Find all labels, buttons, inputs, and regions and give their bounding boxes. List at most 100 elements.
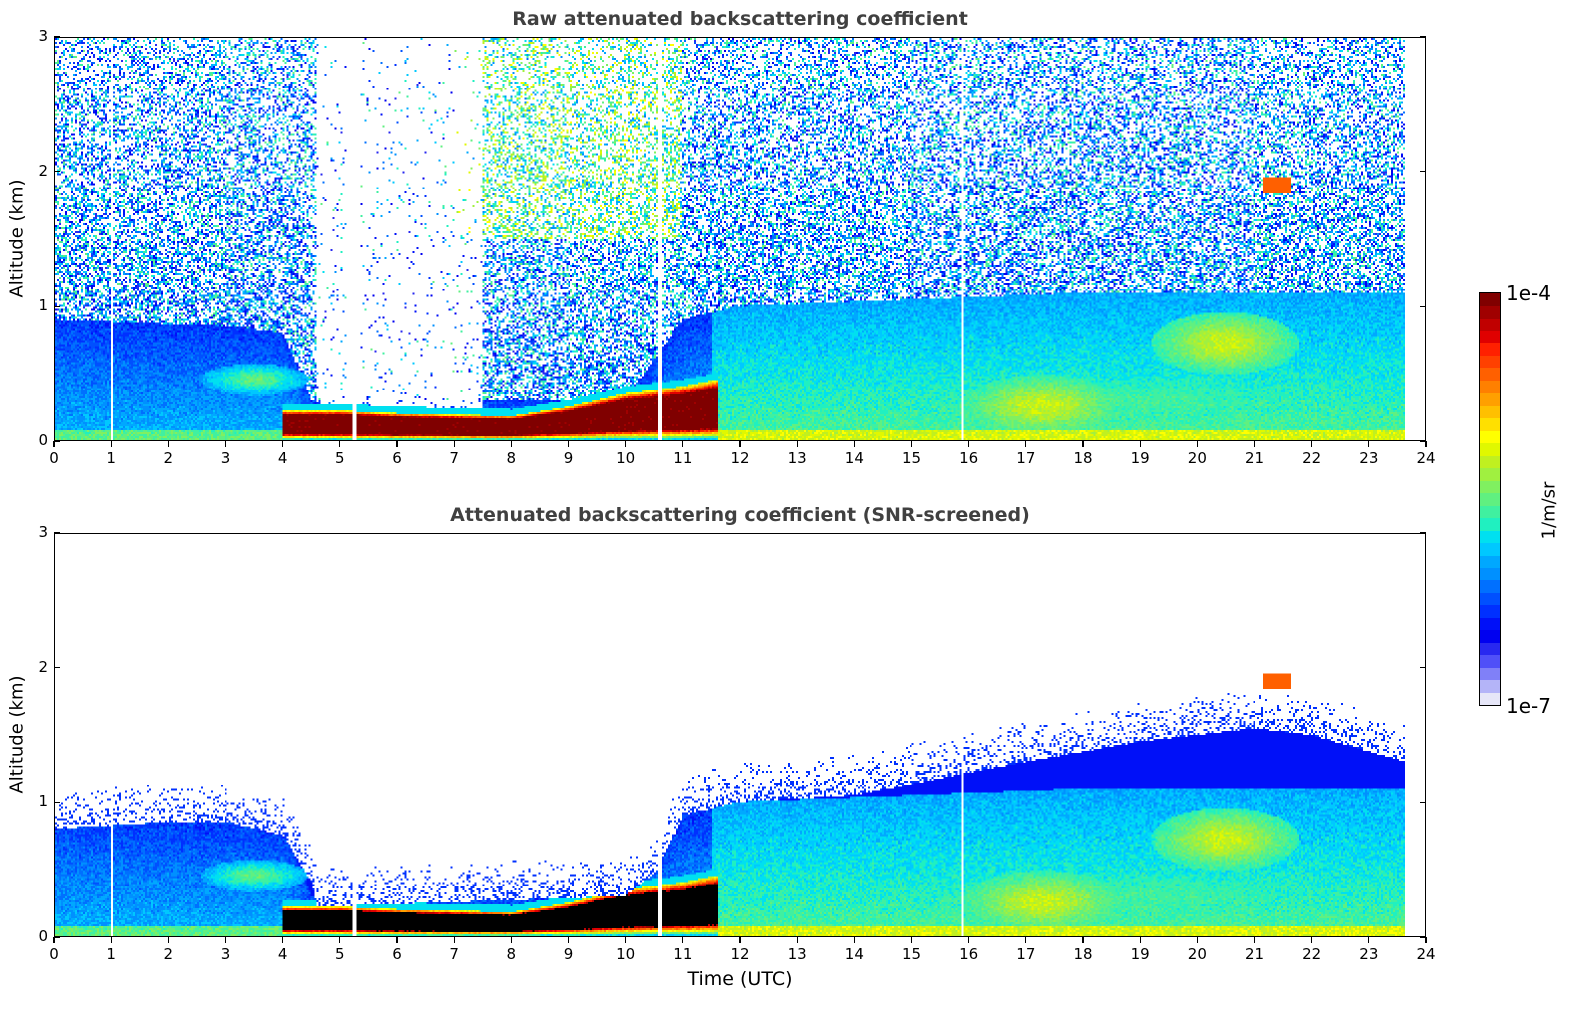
- x-tick-mark: [739, 937, 741, 943]
- colorbar-segment: [1480, 430, 1500, 444]
- x-tick-label: 19: [1130, 449, 1150, 467]
- x-tick-label: 16: [959, 945, 979, 963]
- x-tick-label: 6: [392, 449, 402, 467]
- y-tick-mark: [1420, 171, 1426, 173]
- x-tick-mark: [682, 441, 684, 447]
- colorbar: [1479, 292, 1501, 706]
- x-tick-label: 5: [335, 449, 345, 467]
- x-tick-label: 13: [787, 449, 807, 467]
- x-tick-label: 9: [563, 449, 574, 467]
- x-tick-label: 10: [616, 945, 636, 963]
- colorbar-segment: [1480, 505, 1500, 519]
- x-tick-mark: [167, 441, 169, 447]
- x-tick-mark: [1368, 441, 1370, 447]
- y-tick-mark: [54, 667, 60, 669]
- y-tick-mark: [1420, 36, 1426, 38]
- colorbar-max-label: 1e-4: [1506, 281, 1551, 305]
- colorbar-min-label: 1e-7: [1506, 694, 1551, 718]
- colorbar-segment: [1480, 604, 1500, 618]
- x-tick-label: 23: [1359, 449, 1379, 467]
- colorbar-segment: [1480, 405, 1500, 419]
- x-tick-mark: [1025, 441, 1027, 447]
- colorbar-segment: [1480, 554, 1500, 568]
- y-tick-label: 2: [38, 161, 48, 180]
- y-tick-mark: [1420, 532, 1426, 534]
- x-tick-mark: [1082, 937, 1084, 943]
- x-tick-mark: [396, 441, 398, 447]
- x-tick-mark: [1368, 937, 1370, 943]
- y-tick-label: 1: [38, 792, 48, 811]
- x-tick-label: 8: [506, 449, 517, 467]
- colorbar-segment: [1480, 342, 1500, 356]
- x-tick-mark: [1311, 441, 1313, 447]
- x-tick-mark: [625, 441, 627, 447]
- x-tick-mark: [53, 937, 55, 943]
- x-tick-label: 3: [220, 945, 231, 963]
- x-tick-mark: [1425, 441, 1427, 447]
- x-tick-label: 24: [1416, 945, 1436, 963]
- x-tick-mark: [453, 441, 455, 447]
- colorbar-segment: [1480, 642, 1500, 656]
- x-tick-mark: [224, 441, 227, 447]
- x-tick-label: 1: [106, 449, 116, 467]
- y-tick-mark: [1420, 440, 1426, 442]
- colorbar-segment: [1480, 667, 1500, 681]
- colorbar-segment: [1480, 679, 1500, 693]
- bottom-heatmap-axes: [54, 533, 1426, 937]
- y-tick-mark: [1420, 305, 1426, 307]
- x-tick-mark: [53, 441, 55, 447]
- x-tick-label: 18: [1073, 945, 1093, 963]
- x-tick-label: 11: [673, 945, 693, 963]
- x-tick-label: 21: [1244, 449, 1265, 467]
- x-tick-mark: [167, 937, 169, 943]
- x-tick-label: 17: [1016, 945, 1036, 963]
- x-tick-label: 3: [220, 449, 231, 467]
- x-tick-label: 12: [730, 945, 750, 963]
- x-tick-mark: [453, 937, 455, 943]
- x-tick-mark: [968, 441, 970, 447]
- x-tick-label: 7: [449, 449, 459, 467]
- colorbar-segment: [1480, 579, 1500, 593]
- colorbar-segment: [1480, 542, 1500, 556]
- x-tick-mark: [968, 937, 970, 943]
- x-tick-label: 18: [1073, 449, 1093, 467]
- y-tick-mark: [54, 36, 60, 38]
- y-tick-label: 0: [38, 927, 48, 945]
- colorbar-segment: [1480, 617, 1500, 631]
- top-y-axis-label: Altitude (km): [6, 179, 28, 298]
- y-tick-mark: [54, 532, 60, 534]
- colorbar-segment: [1480, 355, 1500, 369]
- x-tick-mark: [796, 937, 798, 943]
- x-tick-mark: [1196, 937, 1198, 943]
- x-tick-mark: [1139, 937, 1141, 943]
- top-heatmap-image: [55, 38, 1425, 440]
- bottom-panel-title: Attenuated backscattering coefficient (S…: [450, 504, 1030, 526]
- x-tick-mark: [1025, 937, 1027, 943]
- x-tick-mark: [567, 441, 570, 447]
- y-tick-mark: [1420, 801, 1426, 803]
- colorbar-segment: [1480, 392, 1500, 406]
- bottom-y-axis-label: Altitude (km): [6, 675, 28, 794]
- x-tick-label: 14: [844, 945, 864, 963]
- x-tick-label: 2: [163, 945, 174, 963]
- x-tick-mark: [910, 441, 913, 447]
- colorbar-segment: [1480, 305, 1500, 319]
- x-tick-mark: [1311, 937, 1313, 943]
- x-tick-mark: [224, 937, 227, 943]
- x-tick-mark: [910, 937, 913, 943]
- x-tick-mark: [1425, 937, 1427, 943]
- x-tick-label: 10: [616, 449, 636, 467]
- x-tick-label: 1: [106, 945, 116, 963]
- colorbar-segment: [1480, 330, 1500, 344]
- colorbar-segment: [1480, 692, 1500, 706]
- y-tick-mark: [54, 936, 60, 938]
- colorbar-segment: [1480, 529, 1500, 544]
- colorbar-segment: [1480, 293, 1500, 307]
- x-tick-mark: [1253, 441, 1256, 447]
- x-tick-label: 2: [163, 449, 174, 467]
- y-tick-label: 3: [38, 27, 48, 45]
- x-tick-mark: [339, 441, 341, 447]
- y-tick-mark: [54, 801, 60, 803]
- y-tick-label: 0: [38, 431, 48, 449]
- x-tick-label: 4: [277, 945, 288, 963]
